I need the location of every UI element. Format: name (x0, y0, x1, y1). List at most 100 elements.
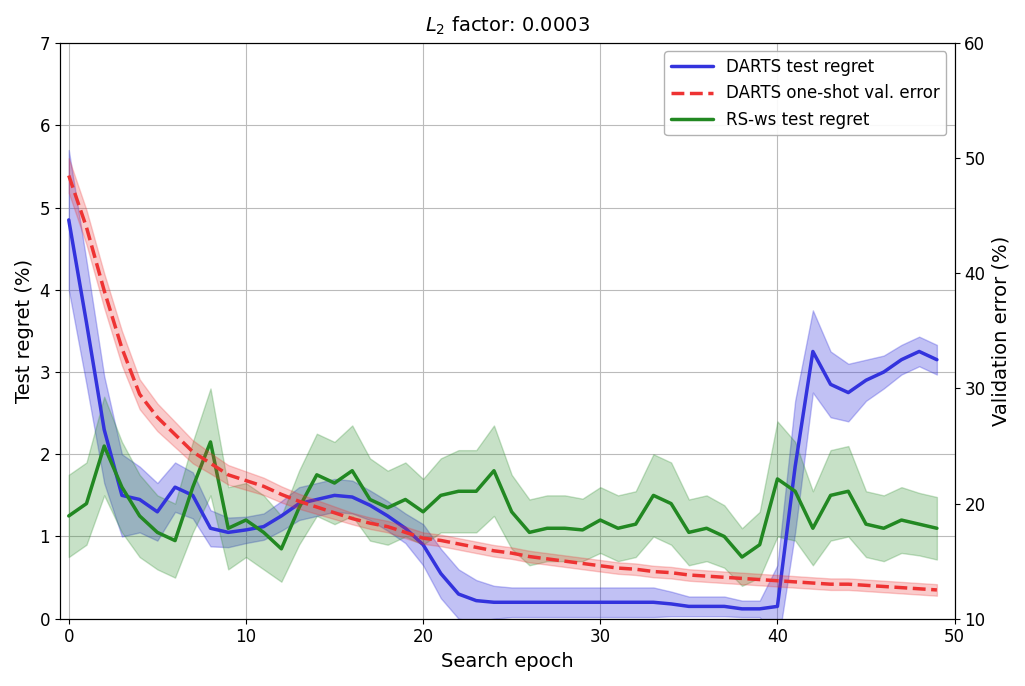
DARTS test regret (789, 462, 802, 471)
DARTS one-shot val. error (860, 581, 872, 589)
DARTS one-shot val. error (328, 509, 340, 517)
DARTS test regret (417, 541, 429, 549)
DARTS test regret (399, 524, 411, 532)
RS-ws test regret (647, 491, 659, 499)
RS-ws test regret (328, 479, 340, 487)
DARTS test regret (523, 598, 535, 606)
DARTS one-shot val. error (364, 519, 376, 528)
DARTS one-shot val. error (222, 471, 235, 479)
DARTS test regret (629, 598, 642, 606)
RS-ws test regret (187, 483, 199, 491)
DARTS one-shot val. error (275, 490, 287, 499)
RS-ws test regret (789, 487, 802, 495)
DARTS one-shot val. error (576, 559, 588, 567)
DARTS one-shot val. error (559, 557, 571, 565)
DARTS one-shot val. error (719, 573, 731, 582)
DARTS test regret (488, 598, 500, 606)
RS-ws test regret (399, 495, 411, 504)
DARTS one-shot val. error (541, 555, 554, 563)
RS-ws test regret (470, 487, 483, 495)
RS-ws test regret (612, 524, 624, 532)
DARTS one-shot val. error (824, 580, 836, 589)
RS-ws test regret (257, 528, 270, 536)
DARTS test regret (63, 216, 75, 224)
RS-ws test regret (311, 471, 323, 479)
RS-ws test regret (877, 524, 890, 532)
DARTS test regret (541, 598, 554, 606)
DARTS test regret (328, 491, 340, 499)
DARTS test regret (612, 598, 624, 606)
DARTS one-shot val. error (807, 579, 819, 587)
DARTS test regret (753, 605, 766, 613)
Line: DARTS test regret: DARTS test regret (69, 220, 937, 609)
DARTS one-shot val. error (523, 552, 535, 560)
DARTS test regret (98, 425, 111, 434)
DARTS test regret (736, 605, 748, 613)
DARTS test regret (452, 590, 464, 598)
DARTS test regret (505, 598, 518, 606)
DARTS one-shot val. error (736, 574, 748, 582)
DARTS test regret (311, 495, 323, 504)
Line: DARTS one-shot val. error: DARTS one-shot val. error (69, 176, 937, 590)
RS-ws test regret (541, 524, 554, 532)
RS-ws test regret (452, 487, 464, 495)
RS-ws test regret (417, 508, 429, 516)
DARTS test regret (346, 493, 359, 501)
DARTS test regret (133, 495, 146, 504)
RS-ws test regret (98, 442, 111, 450)
DARTS test regret (647, 598, 659, 606)
DARTS one-shot val. error (187, 448, 199, 456)
RS-ws test regret (346, 466, 359, 475)
RS-ws test regret (753, 541, 766, 549)
X-axis label: Search epoch: Search epoch (441, 652, 574, 671)
DARTS test regret (364, 501, 376, 510)
RS-ws test regret (435, 491, 447, 499)
Title: $\mathit{L}_2$ factor: 0.0003: $\mathit{L}_2$ factor: 0.0003 (424, 15, 589, 37)
DARTS test regret (204, 524, 216, 532)
RS-ws test regret (736, 553, 748, 561)
DARTS test regret (222, 528, 235, 536)
RS-ws test regret (683, 528, 695, 536)
Legend: DARTS test regret, DARTS one-shot val. error, RS-ws test regret: DARTS test regret, DARTS one-shot val. e… (664, 51, 946, 135)
DARTS test regret (771, 602, 783, 611)
DARTS one-shot val. error (399, 528, 411, 536)
DARTS test regret (895, 355, 907, 364)
DARTS test regret (877, 368, 890, 376)
DARTS test regret (843, 388, 855, 397)
DARTS one-shot val. error (257, 482, 270, 490)
RS-ws test regret (860, 520, 872, 528)
RS-ws test regret (293, 504, 305, 512)
DARTS one-shot val. error (612, 564, 624, 572)
DARTS test regret (116, 491, 128, 499)
DARTS test regret (824, 380, 836, 388)
DARTS test regret (931, 355, 943, 364)
RS-ws test regret (700, 524, 712, 532)
DARTS one-shot val. error (843, 580, 855, 589)
RS-ws test regret (275, 545, 287, 553)
RS-ws test regret (843, 487, 855, 495)
DARTS test regret (559, 598, 571, 606)
DARTS test regret (665, 600, 678, 608)
RS-ws test regret (204, 438, 216, 446)
DARTS test regret (275, 512, 287, 520)
DARTS test regret (435, 569, 447, 578)
RS-ws test regret (913, 520, 926, 528)
RS-ws test regret (80, 499, 92, 508)
DARTS test regret (80, 318, 92, 327)
DARTS one-shot val. error (647, 567, 659, 576)
RS-ws test regret (629, 520, 642, 528)
RS-ws test regret (133, 512, 146, 520)
RS-ws test regret (364, 495, 376, 504)
DARTS test regret (913, 347, 926, 355)
DARTS one-shot val. error (417, 534, 429, 542)
RS-ws test regret (931, 524, 943, 532)
DARTS one-shot val. error (452, 540, 464, 548)
DARTS test regret (576, 598, 588, 606)
RS-ws test regret (559, 524, 571, 532)
RS-ws test regret (152, 528, 164, 536)
DARTS one-shot val. error (80, 223, 92, 231)
DARTS one-shot val. error (488, 547, 500, 555)
DARTS one-shot val. error (169, 430, 181, 438)
RS-ws test regret (169, 536, 181, 545)
DARTS one-shot val. error (913, 584, 926, 593)
